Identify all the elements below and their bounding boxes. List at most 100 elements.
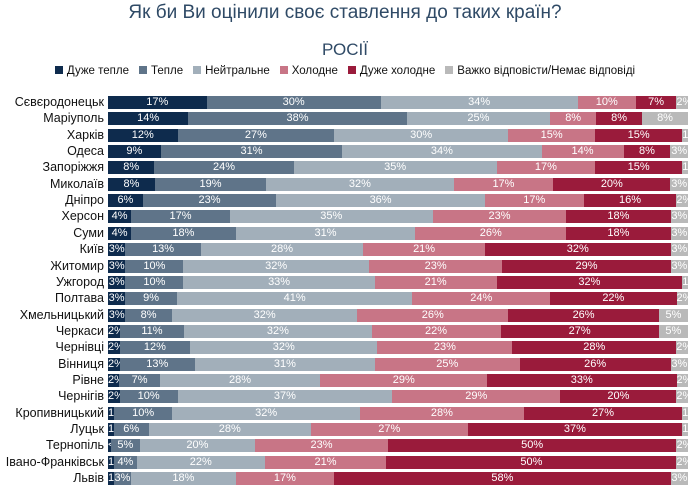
category-label: Харків <box>66 127 104 142</box>
category-label: Вінниця <box>58 356 104 371</box>
bar-segment: <1% <box>108 439 111 453</box>
bar-segment: 22% <box>371 324 501 338</box>
category-label: Чернігів <box>58 389 104 404</box>
bar-segment: 3% <box>670 259 688 273</box>
legend-item: Важко відповісти/Немає відповіді <box>445 65 635 77</box>
legend-label: Холодне <box>291 65 338 77</box>
bar-row: Сєвєродонецьк 17%30%34%10%7%2% <box>0 96 690 109</box>
bar-segment: 3% <box>113 472 132 486</box>
bar-segment: 16% <box>583 194 677 208</box>
category-label: Кропивницький <box>15 405 104 420</box>
bar-segment: 5% <box>659 308 688 322</box>
category-label: Луцьк <box>70 422 104 436</box>
bar-segment: 11% <box>119 324 185 338</box>
bar-segment: 10% <box>125 275 184 289</box>
bar-segment: 32% <box>266 177 454 191</box>
bar-segment: 21% <box>264 455 387 469</box>
bar-segment: 9% <box>125 292 177 306</box>
bar-segment: 2% <box>676 455 688 469</box>
bar-segment: 28% <box>159 373 321 387</box>
bar-segment: 1% <box>108 455 114 469</box>
bar-segment: 12% <box>108 128 178 142</box>
bar-segment: 20% <box>553 177 671 191</box>
category-label: Суми <box>73 225 104 240</box>
legend-item: Нейтральне <box>193 65 270 77</box>
bar-segment: 10% <box>119 390 178 404</box>
bar-segment: 3% <box>108 275 126 289</box>
bar-segment: 20% <box>139 439 256 453</box>
bar-row: Херсон 4% 17% 35% 23% 18% 3% <box>0 210 690 224</box>
bar-row: Запоріжжя 8%24%35%17%15%1% <box>0 161 690 175</box>
bar-segment: 17% <box>108 96 207 109</box>
bar-segment: 10% <box>577 96 636 109</box>
category-label: Сєвєродонецьк <box>14 95 104 109</box>
bar-segment: 27% <box>523 406 683 420</box>
bar-segment: 22% <box>137 455 265 469</box>
bar-row: Ужгород 3%10%33%21%32%1% <box>0 275 690 289</box>
bar-segment: 27% <box>500 324 659 338</box>
bar-segment: 25% <box>374 357 520 371</box>
bar-segment: 15% <box>595 128 683 142</box>
bar-segment: 32% <box>190 341 378 355</box>
bar-row: Вінниця 2%13%31%25%26%3% <box>0 356 690 371</box>
bar-segment: 26% <box>519 357 671 371</box>
bar-segment: 15% <box>595 161 683 175</box>
bar-segment: 31% <box>195 357 375 371</box>
bar-segment: 2% <box>676 373 688 387</box>
bar-segment: 38% <box>188 112 407 126</box>
bar-segment: 1% <box>108 406 114 420</box>
bar-segment: 6% <box>108 194 143 208</box>
bar-segment: 10% <box>113 406 173 420</box>
bar-segment: 8% <box>623 145 671 159</box>
bar-segment: 2% <box>676 292 688 306</box>
bar-row: Житомир 3% 10% 32% 23% 29% 3% <box>0 259 690 273</box>
bar-segment: 29% <box>320 373 487 387</box>
category-label: Дніпро <box>65 193 104 208</box>
bar-segment: 23% <box>377 341 513 355</box>
bar-segment: 2% <box>676 96 688 109</box>
bar-segment: 15% <box>508 128 596 142</box>
bar-segment: 17% <box>453 177 554 191</box>
bar-segment: 58% <box>334 472 671 486</box>
bar-segment: 29% <box>502 259 671 273</box>
bar-segment: 2% <box>676 341 688 355</box>
legend-label: Важко відповісти/Немає відповіді <box>457 65 636 77</box>
bar-segment: 21% <box>374 275 497 289</box>
bar-segment: 26% <box>508 308 659 322</box>
bar-segment: 18% <box>131 226 236 240</box>
legend-item: Дуже холодне <box>347 65 436 77</box>
bar-segment: 29% <box>392 390 561 404</box>
bar-row: Суми 4% 18% 31% 26% 18% 3% <box>0 225 690 240</box>
legend-item: Тепле <box>138 65 183 77</box>
bar-segment: 7% <box>119 373 160 387</box>
bar-segment: 3% <box>670 243 688 257</box>
bar-segment: 30% <box>206 96 381 109</box>
bar-segment: 1% <box>682 128 688 142</box>
bar-segment: 12% <box>119 341 190 355</box>
bar-segment: 3% <box>670 226 688 240</box>
bar-segment: 17% <box>235 472 335 486</box>
bar-segment: 18% <box>566 210 671 224</box>
bar-segment: 20% <box>560 390 677 404</box>
bar-segment: 27% <box>311 423 468 436</box>
bar-segment: 3% <box>108 259 126 273</box>
bar-segment: 32% <box>183 259 369 273</box>
legend-label: Дуже холодне <box>359 65 436 77</box>
bar-segment: 32% <box>485 243 671 257</box>
bar-segment: 3% <box>670 145 688 159</box>
bar-segment: 1% <box>682 423 688 436</box>
bar-segment: 13% <box>125 243 201 257</box>
bar-segment: 3% <box>108 308 126 322</box>
bar-segment: 5% <box>658 324 688 338</box>
bar-segment: 32% <box>184 324 372 338</box>
bar-segment: 17% <box>496 161 596 175</box>
bar-segment: 2% <box>108 324 120 338</box>
bar-segment: 1% <box>682 161 688 175</box>
bar-segment: 33% <box>183 275 375 289</box>
bar-segment: 8% <box>596 112 643 126</box>
bar-segment: 8% <box>108 177 155 191</box>
